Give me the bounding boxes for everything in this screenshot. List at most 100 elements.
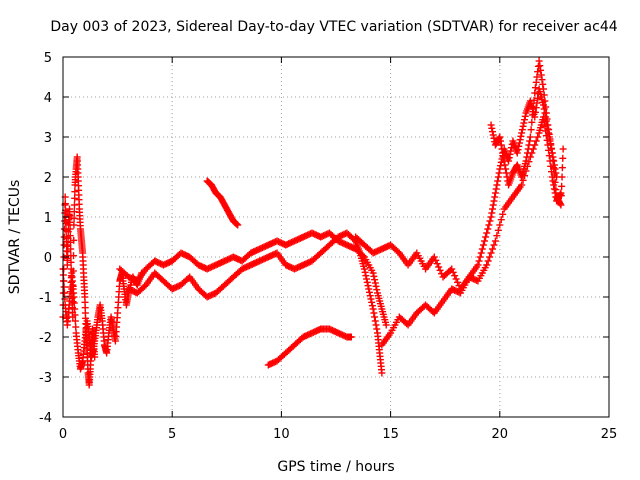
data-point	[543, 115, 551, 123]
data-point	[514, 146, 522, 154]
data-point	[557, 192, 565, 200]
data-point	[67, 258, 75, 266]
data-point	[60, 283, 68, 291]
data-point	[558, 182, 566, 190]
data-point	[489, 245, 497, 253]
data-point	[497, 137, 505, 145]
data-point	[524, 145, 532, 153]
data-point	[71, 188, 79, 196]
data-point	[559, 145, 567, 153]
data-point	[545, 126, 553, 134]
data-point	[347, 333, 355, 341]
data-point	[489, 128, 497, 136]
data-point	[368, 298, 376, 306]
data-point	[234, 221, 242, 229]
data-point	[558, 164, 566, 172]
data-point	[483, 261, 491, 269]
data-point	[523, 149, 531, 157]
data-point	[454, 278, 462, 286]
data-point	[67, 245, 75, 253]
data-point	[499, 149, 507, 157]
data-point	[513, 149, 521, 157]
data-point	[430, 253, 438, 261]
data-point	[550, 171, 558, 179]
data-point	[363, 275, 371, 283]
data-point	[528, 118, 536, 126]
data-point	[557, 201, 565, 209]
data-point	[369, 269, 377, 277]
data-point	[545, 130, 553, 138]
data-point	[540, 91, 548, 99]
data-point	[558, 173, 566, 181]
y-tick-label: -4	[39, 411, 52, 426]
data-point	[360, 265, 368, 273]
data-point	[432, 256, 440, 264]
data-point	[521, 116, 529, 124]
y-tick-label: 1	[44, 211, 52, 226]
data-point	[515, 142, 523, 150]
y-tick-label: -2	[39, 331, 52, 346]
data-point	[551, 165, 559, 173]
axis-tick-labels: 0 5 10 15 20 25 -4 -3 -2 -1 0 1 2 3 4 5	[39, 51, 617, 442]
data-point	[378, 369, 386, 377]
data-point	[532, 137, 540, 145]
data-point	[484, 225, 492, 233]
data-point	[546, 135, 554, 143]
data-point	[534, 94, 542, 102]
data-point	[499, 153, 507, 161]
y-tick-label: 4	[44, 91, 52, 106]
y-tick-label: 2	[44, 171, 52, 186]
data-point	[527, 126, 535, 134]
data-point	[501, 161, 509, 169]
data-point	[487, 213, 495, 221]
data-point	[523, 153, 531, 161]
data-point	[521, 112, 529, 120]
data-point	[365, 288, 373, 296]
data-point	[60, 277, 68, 285]
data-point	[518, 126, 526, 134]
data-point	[544, 121, 552, 129]
y-tick-label: 3	[44, 131, 52, 146]
data-point	[70, 236, 78, 244]
data-point	[534, 133, 542, 141]
data-point	[519, 122, 527, 130]
data-point	[436, 266, 444, 274]
data-point	[479, 241, 487, 249]
data-point	[372, 321, 380, 329]
data-point	[477, 249, 485, 257]
data-point	[552, 186, 560, 194]
data-point	[483, 229, 491, 237]
x-tick-label: 5	[168, 427, 176, 442]
data-point	[475, 257, 483, 265]
data-point	[506, 150, 514, 158]
data-point	[63, 261, 71, 269]
data-point	[382, 321, 390, 329]
data-point	[474, 261, 482, 269]
data-point	[497, 141, 505, 149]
axis-ticks	[62, 56, 610, 418]
data-point	[370, 272, 378, 280]
grid-lines	[63, 57, 609, 417]
y-tick-label: 0	[44, 251, 52, 266]
x-tick-label: 20	[492, 427, 509, 442]
data-point	[491, 237, 499, 245]
plot-frame	[62, 56, 610, 418]
x-tick-label: 0	[59, 427, 67, 442]
data-point	[489, 131, 497, 139]
data-point	[518, 129, 526, 137]
data-point	[448, 265, 456, 273]
data-point	[362, 272, 370, 280]
data-point	[70, 252, 78, 260]
data-point	[494, 173, 502, 181]
data-point	[71, 305, 79, 313]
chart-title: Day 003 of 2023, Sidereal Day-to-day VTE…	[50, 19, 617, 35]
data-point	[496, 133, 504, 141]
data-point	[66, 232, 74, 240]
data-point	[491, 189, 499, 197]
data-point	[72, 323, 80, 331]
data-point	[515, 139, 523, 147]
data-point	[517, 132, 525, 140]
data-point	[70, 299, 78, 307]
data-point	[519, 176, 527, 184]
